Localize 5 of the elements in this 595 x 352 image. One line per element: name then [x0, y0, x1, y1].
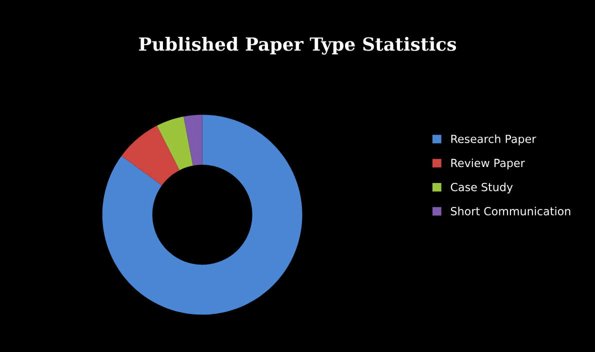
- legend-label: Review Paper: [451, 158, 525, 170]
- chart-title: Published Paper Type Statistics: [139, 36, 456, 55]
- legend-label: Short Communication: [450, 206, 570, 216]
- legend-label: Case Study: [450, 182, 513, 194]
- legend-label: Research Paper: [451, 134, 536, 146]
